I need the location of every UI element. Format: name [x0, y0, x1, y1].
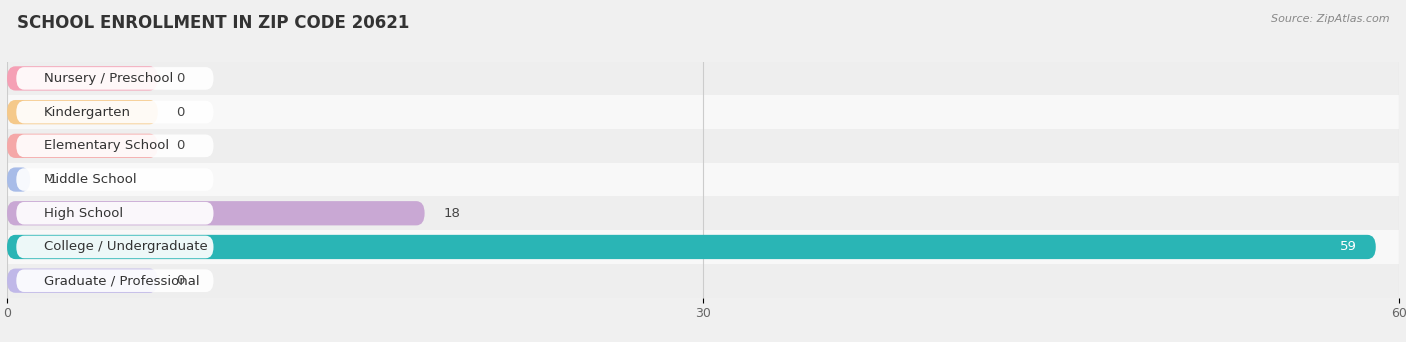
FancyBboxPatch shape — [7, 268, 157, 293]
Text: Graduate / Professional: Graduate / Professional — [44, 274, 200, 287]
Text: 0: 0 — [176, 72, 184, 85]
FancyBboxPatch shape — [7, 235, 1375, 259]
FancyBboxPatch shape — [17, 134, 214, 157]
Bar — [7, 95, 1399, 129]
Text: 0: 0 — [176, 139, 184, 152]
Bar — [7, 62, 1399, 95]
Text: College / Undergraduate: College / Undergraduate — [44, 240, 208, 253]
FancyBboxPatch shape — [17, 101, 214, 123]
Text: SCHOOL ENROLLMENT IN ZIP CODE 20621: SCHOOL ENROLLMENT IN ZIP CODE 20621 — [17, 14, 409, 32]
FancyBboxPatch shape — [7, 66, 157, 91]
FancyBboxPatch shape — [7, 100, 157, 124]
Bar — [7, 129, 1399, 163]
Text: Kindergarten: Kindergarten — [44, 106, 131, 119]
Text: High School: High School — [44, 207, 124, 220]
Text: 18: 18 — [443, 207, 460, 220]
Text: 59: 59 — [1340, 240, 1357, 253]
FancyBboxPatch shape — [17, 269, 214, 292]
Text: Source: ZipAtlas.com: Source: ZipAtlas.com — [1271, 14, 1389, 24]
Text: Elementary School: Elementary School — [44, 139, 169, 152]
Text: Middle School: Middle School — [44, 173, 136, 186]
FancyBboxPatch shape — [7, 201, 425, 225]
FancyBboxPatch shape — [17, 168, 214, 191]
FancyBboxPatch shape — [7, 168, 31, 192]
FancyBboxPatch shape — [7, 134, 157, 158]
Text: 1: 1 — [49, 173, 58, 186]
Bar — [7, 264, 1399, 298]
Bar — [7, 196, 1399, 230]
FancyBboxPatch shape — [17, 202, 214, 225]
Bar — [7, 163, 1399, 196]
FancyBboxPatch shape — [17, 236, 214, 258]
Text: 0: 0 — [176, 106, 184, 119]
FancyBboxPatch shape — [17, 67, 214, 90]
Text: Nursery / Preschool: Nursery / Preschool — [44, 72, 173, 85]
Bar — [7, 230, 1399, 264]
Text: 0: 0 — [176, 274, 184, 287]
